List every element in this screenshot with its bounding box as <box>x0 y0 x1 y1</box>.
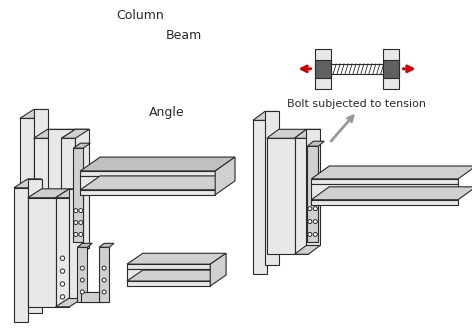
Polygon shape <box>311 166 474 179</box>
Circle shape <box>79 232 83 236</box>
Polygon shape <box>80 157 235 171</box>
Circle shape <box>60 256 64 260</box>
Polygon shape <box>62 129 89 138</box>
Circle shape <box>313 232 317 236</box>
Polygon shape <box>383 60 399 78</box>
Polygon shape <box>62 129 89 138</box>
Polygon shape <box>14 179 42 188</box>
Polygon shape <box>62 138 75 257</box>
Polygon shape <box>73 148 83 242</box>
Text: Column: Column <box>116 9 164 22</box>
Polygon shape <box>311 187 474 200</box>
Polygon shape <box>127 269 210 281</box>
Polygon shape <box>265 112 279 265</box>
Polygon shape <box>253 112 279 121</box>
Polygon shape <box>80 190 215 195</box>
Circle shape <box>80 278 84 282</box>
Circle shape <box>102 266 106 270</box>
Polygon shape <box>20 268 47 277</box>
Polygon shape <box>311 184 458 200</box>
Polygon shape <box>55 298 83 307</box>
Polygon shape <box>69 189 83 298</box>
Polygon shape <box>253 121 267 274</box>
Text: Beam: Beam <box>165 29 202 42</box>
Text: Angle: Angle <box>149 106 184 119</box>
Polygon shape <box>34 129 75 138</box>
Polygon shape <box>294 138 309 254</box>
Polygon shape <box>47 129 75 248</box>
Polygon shape <box>20 110 47 119</box>
Polygon shape <box>383 49 399 89</box>
Polygon shape <box>311 200 458 205</box>
Polygon shape <box>55 189 83 198</box>
Circle shape <box>313 207 317 211</box>
Polygon shape <box>294 129 320 138</box>
Polygon shape <box>62 248 89 257</box>
Polygon shape <box>315 49 331 89</box>
Circle shape <box>308 219 312 223</box>
Polygon shape <box>77 243 92 247</box>
Circle shape <box>74 232 78 236</box>
Polygon shape <box>99 243 114 247</box>
Polygon shape <box>306 129 320 245</box>
Polygon shape <box>210 253 226 286</box>
Circle shape <box>80 290 84 294</box>
Polygon shape <box>28 179 42 313</box>
Polygon shape <box>28 189 69 198</box>
Polygon shape <box>294 245 320 254</box>
Polygon shape <box>55 198 69 307</box>
Circle shape <box>74 209 78 212</box>
Polygon shape <box>87 292 105 302</box>
Polygon shape <box>331 64 383 74</box>
Polygon shape <box>311 179 458 184</box>
Polygon shape <box>73 143 90 148</box>
Circle shape <box>102 278 106 282</box>
Polygon shape <box>308 141 324 146</box>
Polygon shape <box>80 176 235 190</box>
Polygon shape <box>14 188 28 322</box>
Circle shape <box>80 266 84 270</box>
Polygon shape <box>215 157 235 195</box>
Polygon shape <box>80 176 215 190</box>
Polygon shape <box>34 138 62 257</box>
Polygon shape <box>20 119 34 277</box>
Text: Bolt subjected to tension: Bolt subjected to tension <box>288 99 427 109</box>
Circle shape <box>313 219 317 223</box>
Polygon shape <box>127 264 210 269</box>
Polygon shape <box>127 281 210 286</box>
Circle shape <box>60 269 64 273</box>
Polygon shape <box>80 171 215 176</box>
Circle shape <box>79 220 83 224</box>
Circle shape <box>60 282 64 286</box>
Polygon shape <box>75 129 89 248</box>
Circle shape <box>60 295 64 299</box>
Circle shape <box>102 290 106 294</box>
Circle shape <box>74 220 78 224</box>
Polygon shape <box>267 129 306 138</box>
Polygon shape <box>77 247 87 302</box>
Circle shape <box>308 207 312 211</box>
Polygon shape <box>267 138 294 254</box>
Polygon shape <box>127 253 226 264</box>
Polygon shape <box>99 247 109 302</box>
Polygon shape <box>315 60 331 78</box>
Polygon shape <box>28 198 55 307</box>
Polygon shape <box>34 110 47 268</box>
Polygon shape <box>308 146 319 242</box>
Polygon shape <box>127 270 226 281</box>
Circle shape <box>79 209 83 212</box>
Polygon shape <box>82 292 99 302</box>
Circle shape <box>308 232 312 236</box>
